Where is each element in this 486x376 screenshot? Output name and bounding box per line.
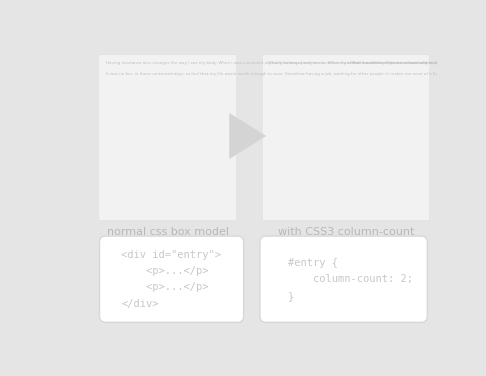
- Text: normal css box model: normal css box model: [107, 227, 229, 237]
- Text: What insurance promises is continuity in the face of fate. If you're uninsured a: What insurance promises is continuity in…: [350, 61, 486, 65]
- FancyBboxPatch shape: [99, 55, 237, 221]
- Polygon shape: [229, 113, 266, 159]
- FancyBboxPatch shape: [100, 236, 243, 322]
- FancyBboxPatch shape: [262, 55, 430, 221]
- Text: What insurance promises is continuity in the face of fate. If you're uninsured a: What insurance promises is continuity in…: [268, 61, 486, 65]
- Text: #entry {
    column-count: 2;
}: #entry { column-count: 2; }: [288, 258, 413, 300]
- Text: Having insurance also changes the way I see my body. When I was uninsured my bod: Having insurance also changes the way I …: [106, 61, 486, 76]
- Text: with CSS3 column-count: with CSS3 column-count: [278, 227, 414, 237]
- Text: <div id="entry">
    <p>...</p>
    <p>...</p>
</div>: <div id="entry"> <p>...</p> <p>...</p> <…: [121, 250, 221, 309]
- FancyBboxPatch shape: [260, 236, 427, 322]
